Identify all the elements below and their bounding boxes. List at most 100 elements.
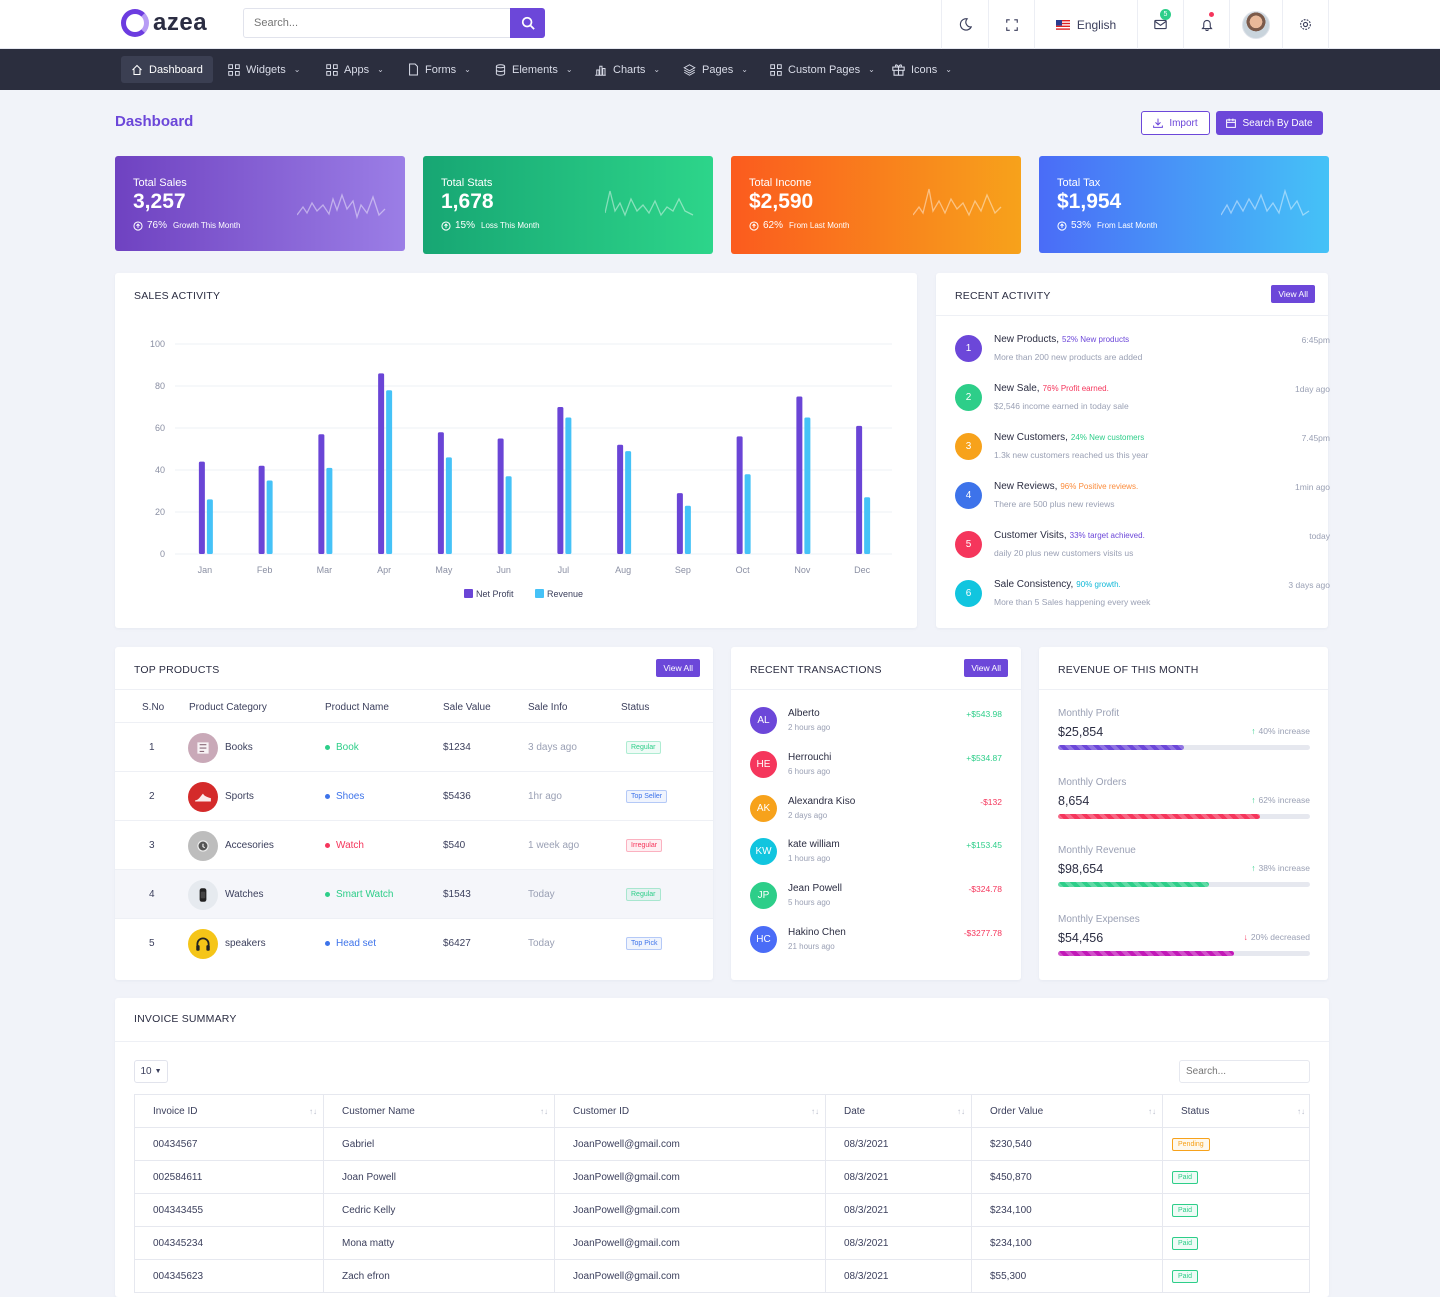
stat-card-total-stats[interactable]: Total Stats 1,678 15% Loss This Month (423, 156, 713, 254)
activity-item[interactable]: 3 New Customers, 24% New customers 1.3k new… (955, 431, 1330, 480)
activity-item[interactable]: 4 New Reviews, 96% Positive reviews. There … (955, 480, 1330, 529)
bar-revenue-sep[interactable] (684, 505, 691, 554)
bar-revenue-may[interactable] (445, 457, 452, 554)
nav-item-icons[interactable]: Icons ⌄ (892, 49, 952, 90)
nav-item-charts[interactable]: Charts ⌄ (594, 49, 660, 90)
column-header[interactable]: Order Value ↑↓ (972, 1095, 1163, 1128)
table-row[interactable]: 004343455 Cedric Kelly JoanPowell@gmail.co… (135, 1194, 1309, 1227)
stat-value: $1,954 (1057, 190, 1122, 213)
nav-item-custom-pages[interactable]: Custom Pages ⌄ (770, 49, 875, 90)
table-row[interactable]: 2 Sports Shoes $5436 1hr ago Top Seller (115, 771, 713, 820)
bar-revenue-dec[interactable] (864, 497, 871, 554)
nav-item-apps[interactable]: Apps ⌄ (326, 49, 384, 90)
table-row[interactable]: 5 speakers Head set $6427 Today Top Pick (115, 918, 713, 967)
table-row[interactable]: 00434567 Gabriel JoanPowell@gmail.com 08/3/… (135, 1128, 1309, 1161)
theme-toggle-button[interactable] (941, 0, 988, 49)
page-size-select[interactable]: 10 ▼ (134, 1060, 168, 1083)
table-row[interactable]: 004345623 Zach efron JoanPowell@gmail.com 0… (135, 1260, 1309, 1293)
view-all-button[interactable]: View All (964, 659, 1008, 677)
table-row[interactable]: 004345234 Mona matty JoanPowell@gmail.com 0… (135, 1227, 1309, 1260)
card-title: TOP PRODUCTS (134, 664, 220, 676)
table-row[interactable]: 3 Accesories Watch $540 1 week ago Irregular (115, 820, 713, 869)
search-button[interactable] (510, 8, 545, 38)
legend-swatch (535, 589, 544, 598)
fullscreen-button[interactable] (988, 0, 1034, 49)
settings-button[interactable] (1282, 0, 1329, 49)
bar-revenue-jun[interactable] (505, 476, 512, 554)
column-header[interactable]: Invoice ID ↑↓ (135, 1095, 324, 1128)
stat-label: Total Stats (441, 177, 493, 189)
transaction-time: 21 hours ago (788, 942, 835, 951)
messages-button[interactable]: 5 (1137, 0, 1183, 49)
invoice-search-input[interactable] (1179, 1060, 1310, 1083)
activity-number: 3 (955, 433, 982, 460)
bar-net-profit-dec[interactable] (856, 425, 863, 554)
stat-card-total-income[interactable]: Total Income $2,590 62% From Last Month (731, 156, 1021, 254)
table-row[interactable]: 4 Watches Smart Watch $1543 Today Regular (115, 869, 713, 918)
search-by-date-button[interactable]: Search By Date (1216, 111, 1323, 135)
mail-icon (1154, 19, 1167, 30)
bar-revenue-oct[interactable] (744, 474, 751, 554)
bar-net-profit-oct[interactable] (736, 436, 743, 554)
transaction-amount: -$132 (980, 796, 1002, 807)
column-header[interactable]: Customer Name ↑↓ (324, 1095, 555, 1128)
view-all-button[interactable]: View All (656, 659, 700, 677)
bar-net-profit-nov[interactable] (796, 396, 803, 555)
activity-item[interactable]: 1 New Products, 52% New products More than … (955, 333, 1330, 382)
bar-net-profit-sep[interactable] (676, 493, 683, 554)
activity-item[interactable]: 6 Sale Consistency, 90% growth. More than 5… (955, 578, 1330, 627)
view-all-button[interactable]: View All (1271, 285, 1315, 303)
bar-net-profit-mar[interactable] (318, 434, 325, 554)
bar-net-profit-aug[interactable] (617, 444, 624, 554)
stat-card-total-sales[interactable]: Total Sales 3,257 76% Growth This Month (115, 156, 405, 251)
activity-item[interactable]: 5 Customer Visits, 33% target achieved. dai… (955, 529, 1330, 578)
activity-item[interactable]: 2 New Sale, 76% Profit earned. $2,546 incom… (955, 382, 1330, 431)
column-header[interactable]: Status ↑↓ (1163, 1095, 1311, 1128)
cell-customer-id: JoanPowell@gmail.com (555, 1227, 826, 1260)
language-selector[interactable]: English (1034, 0, 1137, 49)
nav-item-widgets[interactable]: Widgets ⌄ (228, 49, 300, 90)
nav-item-elements[interactable]: Elements ⌄ (495, 49, 573, 90)
bar-revenue-mar[interactable] (326, 467, 333, 554)
activity-tag: 96% Positive reviews. (1060, 482, 1139, 491)
progress-fill (1058, 813, 1260, 819)
transaction-item[interactable]: HE Herrouchi 6 hours ago +$534.87 (750, 750, 1002, 795)
bar-revenue-jan[interactable] (206, 499, 213, 554)
transaction-item[interactable]: HC Hakino Chen 21 hours ago -$3277.78 (750, 926, 1002, 970)
transaction-item[interactable]: KW kate william 1 hours ago +$153.45 (750, 838, 1002, 882)
bar-net-profit-jan[interactable] (198, 461, 205, 554)
bar-revenue-apr[interactable] (386, 390, 393, 554)
bar-net-profit-jul[interactable] (557, 407, 564, 554)
bar-net-profit-feb[interactable] (258, 465, 265, 554)
logo[interactable]: azea (121, 8, 207, 38)
stat-card-total-tax[interactable]: Total Tax $1,954 53% From Last Month (1039, 156, 1329, 253)
import-button[interactable]: Import (1141, 111, 1210, 135)
user-menu[interactable] (1229, 0, 1282, 49)
bar-net-profit-jun[interactable] (497, 438, 504, 555)
bar-revenue-nov[interactable] (804, 417, 811, 555)
table-row[interactable]: 1 Books Book $1234 3 days ago Regular (115, 722, 713, 771)
search-input[interactable] (243, 8, 511, 38)
layers-icon (683, 63, 696, 76)
bar-net-profit-apr[interactable] (378, 373, 385, 554)
bar-revenue-jul[interactable] (565, 417, 572, 555)
nav-item-dashboard[interactable]: Dashboard (121, 56, 213, 83)
status-cell: Top Pick (626, 919, 663, 968)
invoice-table: Invoice ID ↑↓ Customer Name ↑↓ Customer ID ↑↓… (134, 1094, 1310, 1293)
nav-item-forms[interactable]: Forms ⌄ (408, 49, 471, 90)
product-name-label: Watch (336, 840, 364, 851)
column-header[interactable]: Date ↑↓ (826, 1095, 972, 1128)
activity-tag: 90% growth. (1076, 580, 1121, 589)
transaction-item[interactable]: AK Alexandra Kiso 2 days ago -$132 (750, 794, 1002, 839)
transaction-item[interactable]: AL Alberto 2 hours ago +$543.98 (750, 707, 1002, 751)
bar-revenue-feb[interactable] (266, 480, 273, 555)
column-header[interactable]: Customer ID ↑↓ (555, 1095, 826, 1128)
table-row[interactable]: 002584611 Joan Powell JoanPowell@gmail.com… (135, 1161, 1309, 1194)
nav-item-pages[interactable]: Pages ⌄ (683, 49, 748, 90)
bar-revenue-aug[interactable] (625, 451, 632, 554)
notifications-button[interactable] (1183, 0, 1229, 49)
x-tick-label: Oct (736, 565, 751, 575)
notification-dot (1209, 12, 1214, 17)
transaction-item[interactable]: JP Jean Powell 5 hours ago -$324.78 (750, 882, 1002, 926)
bar-net-profit-may[interactable] (437, 432, 444, 554)
